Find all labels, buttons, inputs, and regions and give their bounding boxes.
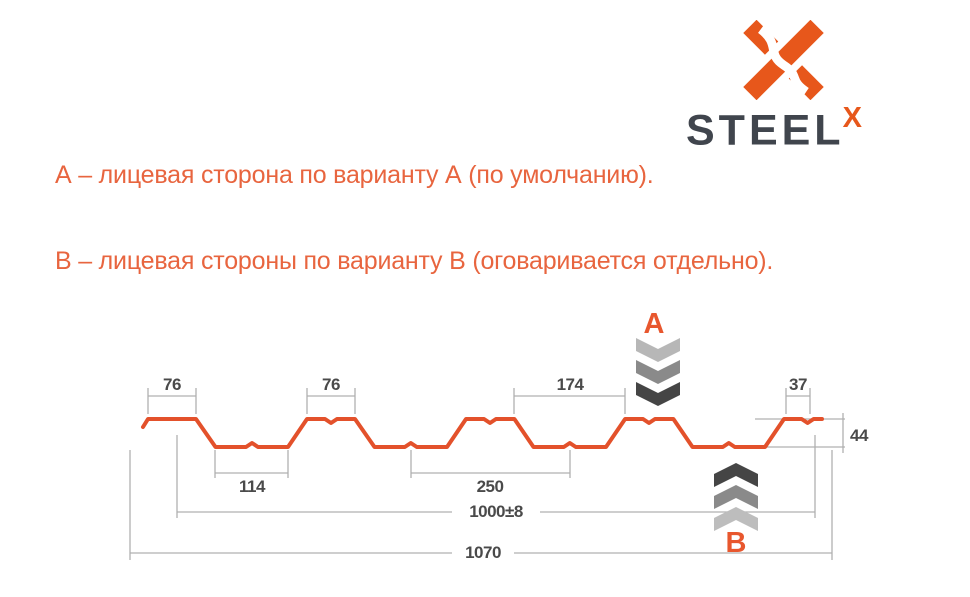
working-width-dimension xyxy=(176,435,816,518)
dim-bottom-flat-label: 114 xyxy=(239,477,266,496)
dim-pitch-label: 250 xyxy=(477,477,504,496)
dim-height-label: 44 xyxy=(850,426,869,445)
dim-top-flat-1-label: 76 xyxy=(163,375,181,394)
side-b-chevrons xyxy=(714,463,758,531)
total-width-dimension xyxy=(129,450,833,560)
steelx-logo-icon xyxy=(743,20,824,100)
side-a-label: А xyxy=(644,308,665,340)
dim-edge-flat-label: 37 xyxy=(789,375,807,394)
dim-top-flat-2-label: 76 xyxy=(322,375,340,394)
logo-sup-x: X xyxy=(842,102,862,134)
dim-total-width-label: 1070 xyxy=(465,543,501,562)
note-variant-a: А – лицевая сторона по варианту А (по ум… xyxy=(55,161,654,189)
logo-wordmark: STEELX xyxy=(686,104,906,155)
bottom-dimension-lines xyxy=(214,450,571,478)
note-variant-b: В – лицевая стороны по варианту В (огова… xyxy=(55,247,774,275)
steelx-logo: STEELX xyxy=(686,18,906,155)
top-dimension-lines xyxy=(147,388,811,414)
dim-top-opening-label: 174 xyxy=(557,375,585,394)
logo-brand-text: STEEL xyxy=(686,106,845,155)
profile-outline xyxy=(141,417,824,449)
side-b-label: В xyxy=(726,527,747,559)
dim-working-width-label: 1000±8 xyxy=(469,502,523,521)
side-a-chevrons xyxy=(636,338,680,406)
